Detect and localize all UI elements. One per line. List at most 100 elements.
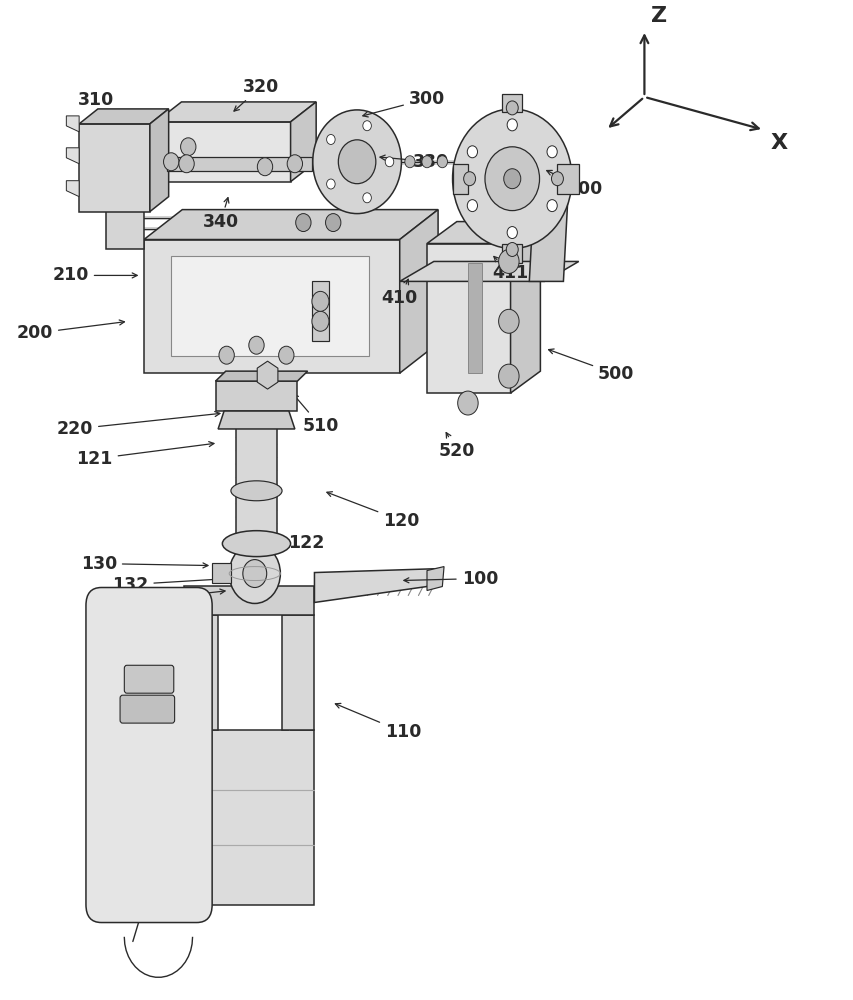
Circle shape bbox=[385, 157, 393, 167]
Polygon shape bbox=[106, 130, 169, 150]
Polygon shape bbox=[183, 730, 314, 905]
Text: 122: 122 bbox=[270, 534, 324, 552]
Text: 400: 400 bbox=[546, 170, 602, 198]
Text: 100: 100 bbox=[403, 570, 497, 588]
Circle shape bbox=[507, 227, 517, 239]
Circle shape bbox=[437, 156, 447, 168]
Circle shape bbox=[326, 134, 334, 144]
Circle shape bbox=[485, 147, 539, 211]
Circle shape bbox=[287, 155, 302, 173]
Circle shape bbox=[248, 336, 264, 354]
Text: 112: 112 bbox=[84, 729, 131, 749]
Circle shape bbox=[498, 364, 519, 388]
Circle shape bbox=[506, 101, 518, 115]
Text: 411: 411 bbox=[492, 256, 528, 282]
Circle shape bbox=[242, 560, 266, 588]
Polygon shape bbox=[212, 563, 230, 583]
Polygon shape bbox=[156, 102, 316, 122]
Circle shape bbox=[180, 138, 195, 156]
Polygon shape bbox=[156, 122, 290, 182]
Circle shape bbox=[338, 140, 375, 184]
Text: 132: 132 bbox=[112, 576, 225, 594]
Polygon shape bbox=[426, 567, 444, 590]
Circle shape bbox=[547, 146, 557, 158]
Polygon shape bbox=[426, 222, 540, 244]
Polygon shape bbox=[426, 244, 510, 393]
Polygon shape bbox=[183, 586, 314, 615]
Text: X: X bbox=[769, 133, 786, 153]
Text: 120: 120 bbox=[327, 492, 419, 530]
Circle shape bbox=[178, 155, 194, 173]
Polygon shape bbox=[218, 411, 294, 429]
Polygon shape bbox=[144, 240, 399, 373]
Text: 210: 210 bbox=[52, 266, 137, 284]
Circle shape bbox=[295, 214, 310, 232]
Polygon shape bbox=[67, 116, 79, 132]
Polygon shape bbox=[166, 157, 311, 171]
Circle shape bbox=[463, 172, 475, 186]
Polygon shape bbox=[150, 109, 168, 212]
Circle shape bbox=[311, 291, 328, 311]
Polygon shape bbox=[510, 222, 540, 393]
Polygon shape bbox=[281, 615, 314, 730]
Text: 130: 130 bbox=[80, 555, 208, 573]
Text: 131: 131 bbox=[106, 589, 225, 611]
Text: 330: 330 bbox=[380, 153, 449, 171]
Polygon shape bbox=[502, 94, 522, 112]
Text: 220: 220 bbox=[56, 412, 220, 438]
Text: 110: 110 bbox=[335, 703, 421, 741]
Text: 200: 200 bbox=[16, 320, 125, 342]
Polygon shape bbox=[556, 164, 578, 194]
FancyBboxPatch shape bbox=[125, 665, 173, 693]
FancyBboxPatch shape bbox=[120, 695, 174, 723]
Circle shape bbox=[498, 249, 519, 273]
Polygon shape bbox=[183, 615, 218, 730]
Circle shape bbox=[311, 311, 328, 331]
Text: 300: 300 bbox=[363, 90, 444, 117]
Circle shape bbox=[218, 346, 234, 364]
Polygon shape bbox=[106, 140, 144, 249]
Polygon shape bbox=[215, 371, 307, 381]
Polygon shape bbox=[311, 281, 328, 341]
Polygon shape bbox=[144, 210, 438, 240]
Polygon shape bbox=[399, 210, 438, 373]
Polygon shape bbox=[67, 148, 79, 164]
Circle shape bbox=[404, 156, 415, 168]
Text: Z: Z bbox=[651, 6, 666, 26]
Text: 500: 500 bbox=[548, 349, 634, 383]
Circle shape bbox=[326, 179, 334, 189]
Circle shape bbox=[452, 109, 572, 248]
Polygon shape bbox=[452, 164, 467, 194]
Polygon shape bbox=[235, 411, 276, 544]
Circle shape bbox=[467, 200, 477, 212]
Text: 520: 520 bbox=[438, 433, 474, 460]
Polygon shape bbox=[171, 256, 368, 356]
Circle shape bbox=[257, 158, 272, 176]
Polygon shape bbox=[502, 244, 522, 263]
Text: 320: 320 bbox=[234, 78, 279, 111]
Polygon shape bbox=[67, 181, 79, 197]
Circle shape bbox=[363, 121, 371, 131]
Circle shape bbox=[467, 146, 477, 158]
Circle shape bbox=[507, 119, 517, 131]
Text: 111: 111 bbox=[95, 698, 137, 716]
Text: 121: 121 bbox=[76, 442, 214, 468]
Polygon shape bbox=[79, 109, 168, 124]
Polygon shape bbox=[290, 102, 316, 182]
Text: 310: 310 bbox=[78, 91, 130, 132]
Polygon shape bbox=[467, 263, 482, 373]
Polygon shape bbox=[314, 569, 440, 602]
Circle shape bbox=[164, 153, 178, 171]
Text: 340: 340 bbox=[202, 198, 239, 231]
Text: 410: 410 bbox=[381, 279, 417, 307]
Circle shape bbox=[498, 309, 519, 333]
Polygon shape bbox=[529, 202, 567, 281]
Polygon shape bbox=[79, 124, 150, 212]
Circle shape bbox=[421, 156, 432, 168]
Circle shape bbox=[312, 110, 401, 214]
Circle shape bbox=[229, 544, 280, 603]
Circle shape bbox=[551, 172, 563, 186]
Circle shape bbox=[325, 214, 340, 232]
Circle shape bbox=[278, 346, 293, 364]
Circle shape bbox=[457, 391, 478, 415]
